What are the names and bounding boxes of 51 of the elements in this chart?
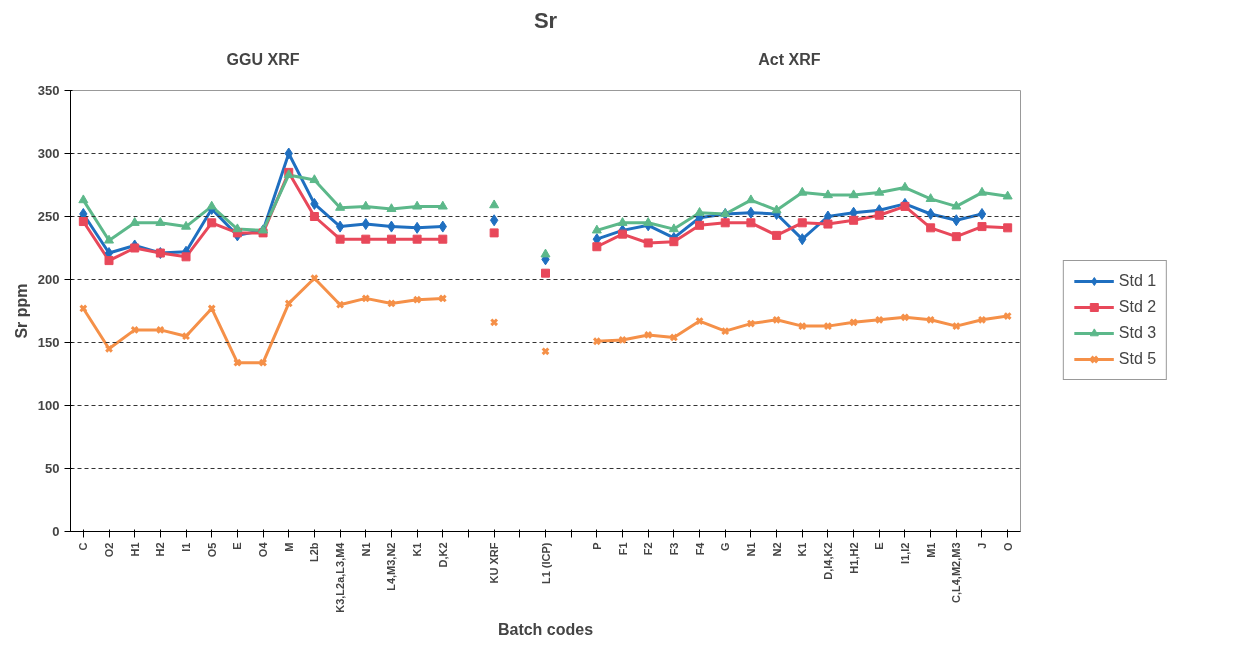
x-tick-label: L1 (ICP): [539, 542, 552, 585]
x-tick-label: F1: [616, 542, 629, 556]
x-tick-label: M: [282, 542, 295, 552]
x-tick-label: G: [719, 542, 732, 552]
x-tick-label: C: [77, 542, 90, 551]
x-tick-label: I1: [180, 542, 193, 552]
chart-title: Sr: [533, 7, 558, 33]
x-tick-label: O4: [257, 541, 270, 558]
y-tick-label: 350: [37, 83, 60, 98]
y-tick-label: 200: [37, 272, 60, 287]
x-tick-label: L2b: [308, 542, 321, 563]
x-tick-label: E: [231, 542, 244, 550]
x-tick-label: H1: [128, 542, 141, 557]
x-tick-label: K1: [411, 542, 424, 557]
x-tick-label: K1: [796, 542, 809, 557]
x-tick-label: N1: [359, 542, 372, 557]
x-tick-label: F2: [642, 542, 655, 556]
x-tick-label: J: [975, 542, 988, 549]
text: GGU XRF: [226, 50, 300, 68]
x-tick-label: O5: [205, 542, 218, 558]
x-tick-label: O2: [103, 542, 116, 558]
y-axis-title: Sr ppm: [12, 283, 30, 339]
x-tick-label: F3: [667, 542, 680, 556]
legend-label: Std 5: [1118, 350, 1157, 368]
x-tick-label: C,L4,M2,M3: [950, 542, 963, 604]
x-tick-label: N2: [770, 542, 783, 557]
y-tick-label: 50: [45, 461, 60, 476]
x-axis-title: Batch codes: [497, 620, 594, 638]
y-tick-label: 300: [37, 146, 60, 161]
x-tick-label: D,K2: [436, 542, 449, 568]
y-tick-label: 150: [37, 335, 60, 350]
x-tick-label: I1,I2: [898, 542, 911, 564]
x-tick-label: N1: [744, 542, 757, 557]
legend-label: Std 3: [1118, 324, 1157, 342]
x-tick-label: L4,M3,N2: [385, 542, 398, 591]
x-tick-label: E: [873, 542, 886, 550]
x-tick-label: F4: [693, 541, 706, 556]
y-tick-label: 250: [37, 209, 60, 224]
y-tick-label: 0: [52, 524, 60, 539]
x-tick-label: KU XRF: [488, 542, 501, 584]
legend-label: Std 2: [1118, 298, 1157, 316]
text: Act XRF: [758, 50, 821, 68]
x-tick-label: H2: [154, 542, 167, 557]
x-tick-label: K3,L2a,L3,M4: [334, 541, 347, 613]
x-tick-label: D,I4,K2: [821, 542, 834, 580]
legend-label: Std 1: [1118, 272, 1157, 290]
x-tick-label: M1: [924, 542, 937, 558]
x-tick-label: P: [590, 542, 603, 550]
x-tick-label: H1,H2: [847, 542, 860, 574]
x-tick-label: O: [1001, 542, 1014, 552]
y-tick-label: 100: [37, 398, 60, 413]
